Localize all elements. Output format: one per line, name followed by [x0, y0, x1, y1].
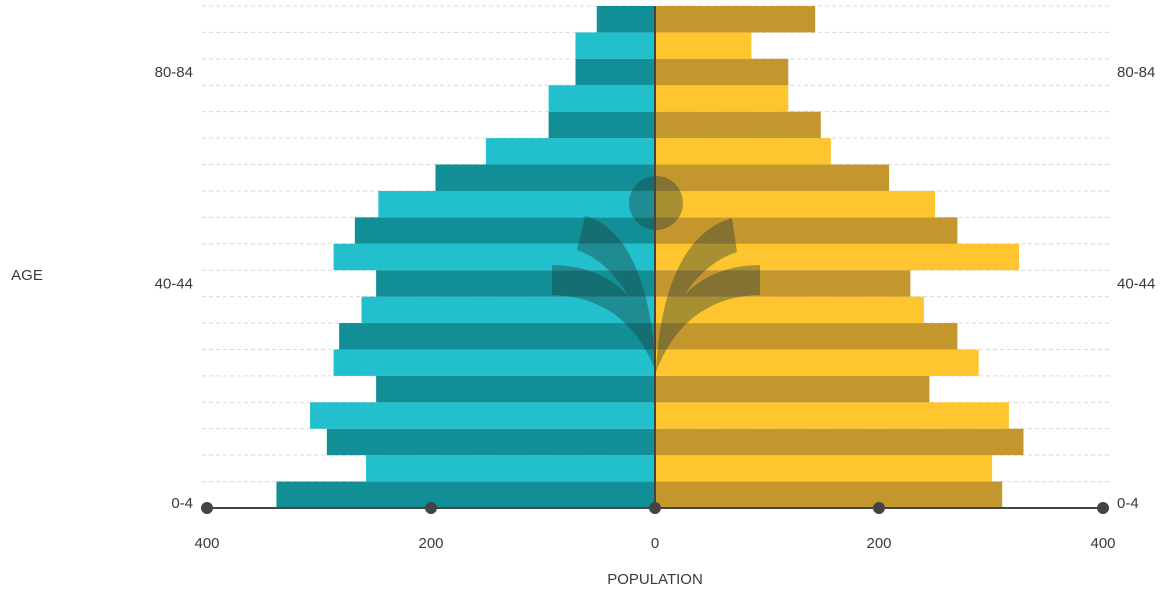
bar-left — [435, 164, 655, 191]
logo-right-lower-leaf — [656, 265, 760, 372]
logo-left-upper-leaf — [577, 216, 656, 372]
bar-right — [655, 190, 935, 218]
x-tick-label: 200 — [866, 535, 891, 552]
bar-right — [655, 402, 1009, 429]
x-axis-tick-dot — [873, 502, 885, 514]
bar-left — [361, 296, 655, 324]
bar-left — [548, 85, 655, 112]
x-axis-title: POPULATION — [607, 571, 703, 588]
bar-left — [354, 217, 655, 244]
bar-left — [485, 138, 655, 165]
bar-right — [655, 481, 1003, 508]
y-axis-title: AGE — [11, 267, 43, 284]
logo-right-upper-leaf — [656, 218, 737, 372]
bar-right — [655, 349, 979, 376]
x-tick-label: 200 — [418, 535, 443, 552]
y-tick-label-left: 80-84 — [155, 64, 193, 81]
bar-right — [655, 32, 752, 59]
y-tick-label-right: 0-4 — [1117, 495, 1139, 512]
bar-right — [655, 164, 890, 191]
x-axis-tick-dot — [201, 502, 213, 514]
bar-left — [575, 32, 655, 59]
bar-right — [655, 111, 821, 139]
bar-right — [655, 428, 1024, 456]
bar-left — [339, 323, 655, 350]
x-tick-label: 0 — [651, 535, 659, 552]
bar-left — [548, 111, 655, 139]
bar-right — [655, 375, 930, 403]
bar-right — [655, 455, 993, 482]
bar-right — [655, 217, 958, 244]
bar-right — [655, 270, 911, 297]
y-tick-label-left: 0-4 — [171, 495, 193, 512]
bar-left — [376, 375, 655, 403]
bar-left — [378, 190, 655, 218]
y-tick-label-left: 40-44 — [155, 275, 193, 292]
bar-right — [655, 58, 789, 86]
y-tick-label-right: 80-84 — [1117, 64, 1155, 81]
labels: AGE POPULATION 400 200 0 200 400 0-4 0-4 40-44 4… — [11, 64, 1155, 588]
bar-right — [655, 243, 1019, 271]
bars — [276, 6, 1024, 508]
bar-left — [326, 428, 655, 456]
bar-right — [655, 85, 789, 112]
bar-right — [655, 323, 958, 350]
bar-left — [276, 481, 655, 508]
bar-left — [333, 243, 655, 271]
bar-left — [333, 349, 655, 376]
bar-left — [310, 402, 655, 429]
x-axis-tick-dot — [425, 502, 437, 514]
x-axis-tick-dot — [649, 502, 661, 514]
bar-right — [655, 138, 831, 165]
y-tick-label-right: 40-44 — [1117, 275, 1155, 292]
x-tick-label: 400 — [1090, 535, 1115, 552]
bar-left — [596, 6, 655, 33]
bar-left — [575, 58, 655, 86]
bar-left — [366, 455, 655, 482]
bar-left — [376, 270, 655, 297]
bar-right — [655, 296, 924, 324]
bar-right — [655, 6, 816, 33]
x-axis — [201, 6, 1109, 514]
x-tick-label: 400 — [194, 535, 219, 552]
x-axis-tick-dot — [1097, 502, 1109, 514]
logo-left-lower-leaf — [552, 265, 656, 372]
